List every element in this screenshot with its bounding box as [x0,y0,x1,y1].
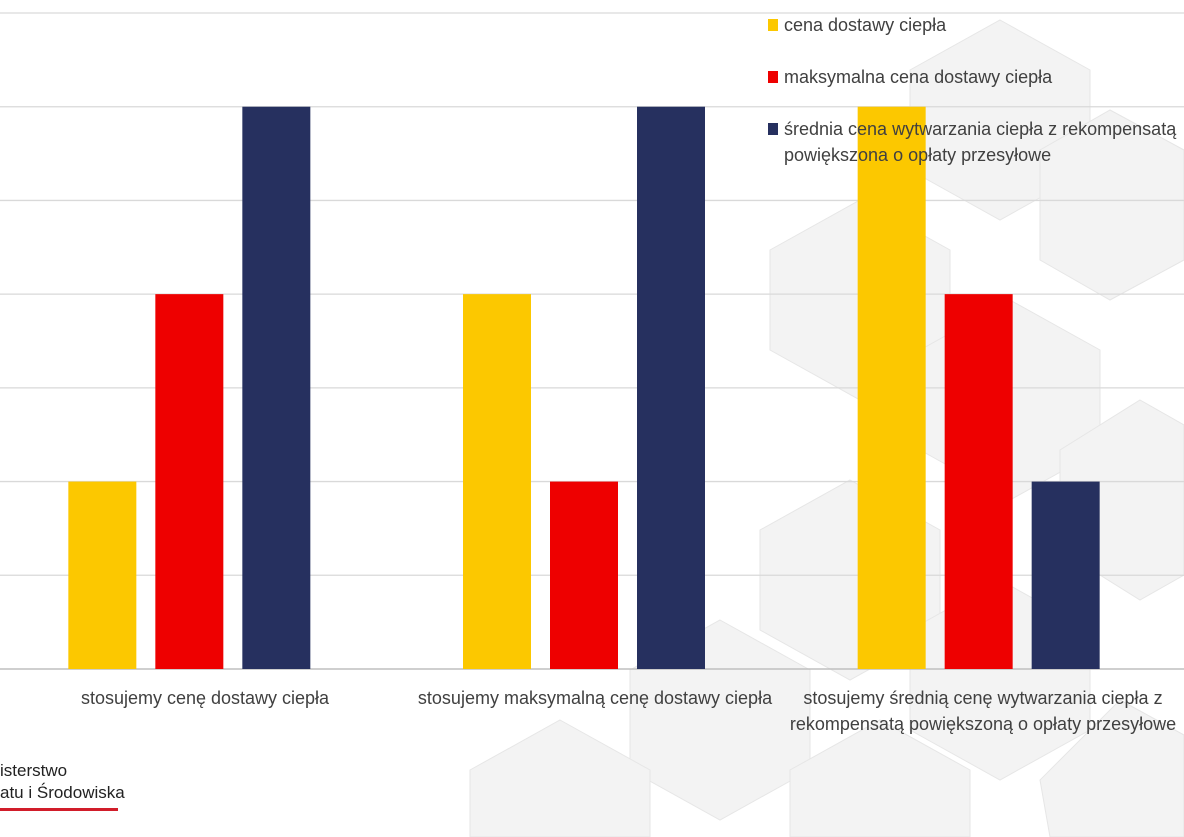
x-tick-label-1: stosujemy cenę dostawy ciepła [40,685,370,711]
ministry-logo: isterstwo atu i Środowiska [0,760,130,811]
bar-2-srednia [637,106,705,669]
bar-3-srednia [1031,481,1100,669]
x-tick-label-3: stosujemy średnią cenę wytwarzania ciepł… [784,685,1182,737]
legend-label-srednia-line2: powiększona o opłaty przesyłowe [784,145,1052,165]
x-tick-label-1-line1: stosujemy cenę dostawy ciepła [80,688,330,708]
bar-2-maksymalna [550,481,618,669]
x-tick-label-2-line1: stosujemy maksymalną cenę dostawy ciepła [417,688,773,708]
chart-legend: cena dostawy ciepła maksymalna cena dost… [768,12,1178,194]
bar-1-cena_dostawy [68,481,137,669]
legend-label-cena-dostawy: cena dostawy ciepła [784,15,947,35]
legend-label-srednia: średnia cena wytwarzania ciepła z rekomp… [784,116,1176,168]
x-tick-label-2: stosujemy maksymalną cenę dostawy ciepła [405,685,785,711]
legend-item-cena-dostawy: cena dostawy ciepła [768,12,1178,38]
logo-line-1: isterstwo [0,761,68,780]
legend-swatch-srednia [768,123,778,135]
legend-item-srednia: średnia cena wytwarzania ciepła z rekomp… [768,116,1178,168]
x-tick-label-3-line1: stosujemy średnią cenę wytwarzania ciepł… [803,688,1163,708]
logo-line-2: atu i Środowiska [0,783,125,802]
legend-label-maksymalna: maksymalna cena dostawy ciepła [784,67,1053,87]
bar-2-cena_dostawy [463,294,531,669]
logo-red-stripe [0,808,118,811]
x-tick-label-3-line2: rekompensatą powiększoną o opłaty przesy… [789,714,1177,734]
bar-3-cena_dostawy [857,106,926,669]
legend-swatch-maksymalna [768,71,778,83]
legend-item-maksymalna: maksymalna cena dostawy ciepła [768,64,1178,90]
bar-1-maksymalna [155,294,224,669]
legend-swatch-cena-dostawy [768,19,778,31]
legend-label-srednia-line1: średnia cena wytwarzania ciepła z rekomp… [784,119,1177,139]
bar-1-srednia [242,106,311,669]
bar-3-maksymalna [944,294,1013,669]
